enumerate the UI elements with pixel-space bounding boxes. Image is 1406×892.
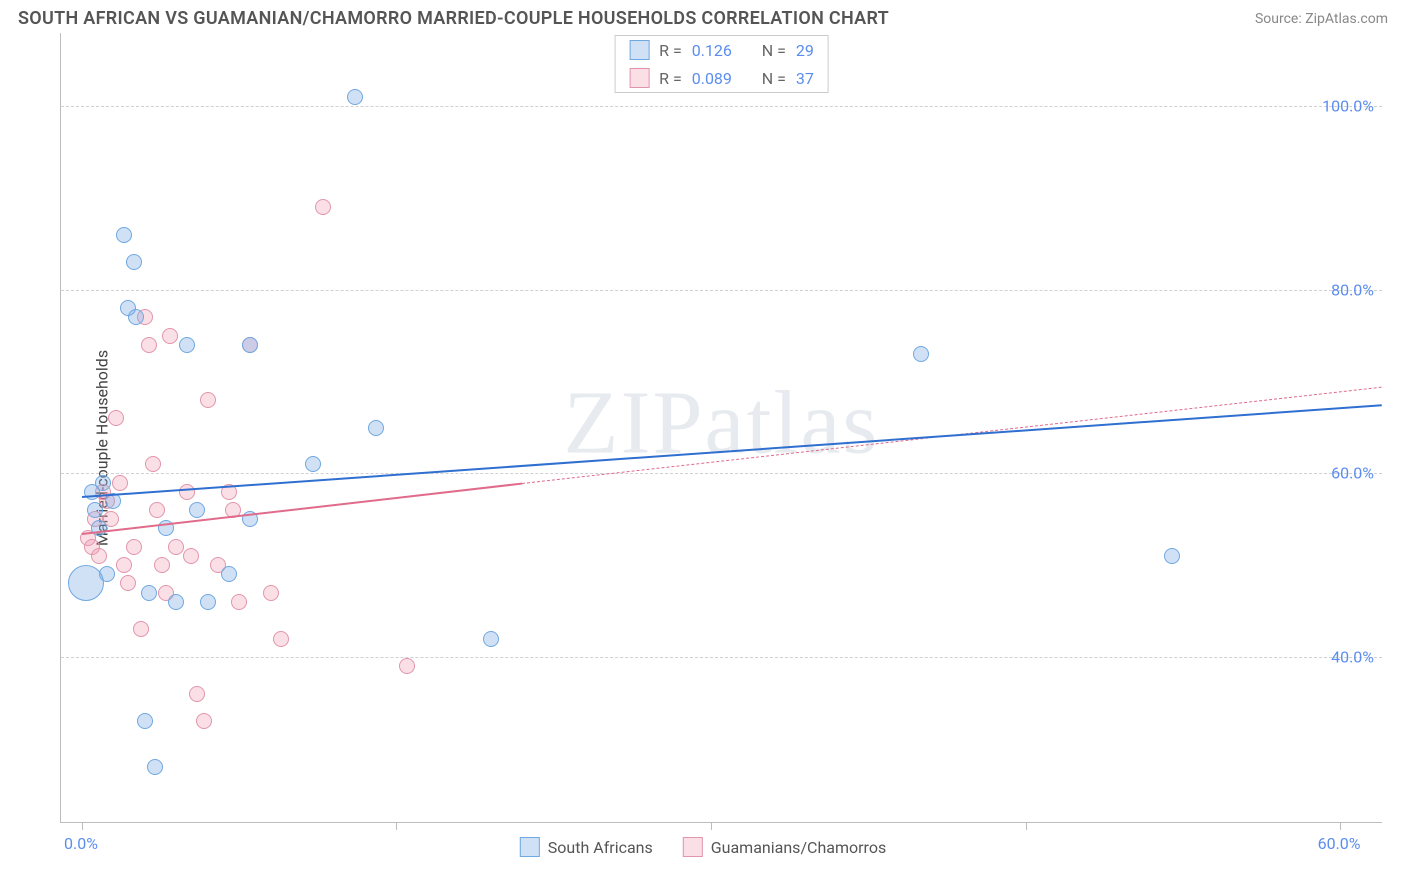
x-tick-label: 60.0% — [1318, 834, 1361, 853]
legend-item-a: South Africans — [520, 837, 653, 857]
n-label: N = — [762, 69, 786, 88]
x-tick — [396, 822, 397, 830]
data-point-b — [315, 199, 331, 215]
data-point-b — [133, 621, 149, 637]
n-value-b: 37 — [796, 69, 814, 88]
data-point-a — [87, 502, 103, 518]
source-label: Source: ZipAtlas.com — [1255, 11, 1388, 27]
data-point-a — [221, 566, 237, 582]
n-value-a: 29 — [796, 41, 814, 60]
data-point-b — [179, 484, 195, 500]
legend-series: South Africans Guamanians/Chamorros — [520, 837, 886, 857]
r-label: R = — [659, 41, 682, 60]
data-point-b — [273, 631, 289, 647]
r-value-b: 0.089 — [692, 69, 742, 88]
data-point-b — [196, 713, 212, 729]
data-point-a — [91, 520, 107, 536]
r-label: R = — [659, 69, 682, 88]
x-tick-label: 0.0% — [64, 834, 98, 853]
data-point-a — [200, 594, 216, 610]
data-point-b — [91, 548, 107, 564]
data-point-b — [183, 548, 199, 564]
data-point-b — [120, 575, 136, 591]
series-b-name: Guamanians/Chamorros — [711, 838, 886, 857]
legend-row-a: R = 0.126 N = 29 — [615, 36, 828, 64]
data-point-a — [347, 89, 363, 105]
swatch-b-icon — [683, 837, 703, 857]
data-point-b — [116, 557, 132, 573]
y-tick-label: 100.0% — [1322, 97, 1374, 116]
r-value-a: 0.126 — [692, 41, 742, 60]
gridline — [61, 290, 1382, 291]
data-point-a — [128, 309, 144, 325]
data-point-a — [137, 713, 153, 729]
data-point-a — [368, 420, 384, 436]
data-point-b — [112, 475, 128, 491]
data-point-a — [126, 254, 142, 270]
chart-title: SOUTH AFRICAN VS GUAMANIAN/CHAMORRO MARR… — [18, 8, 889, 29]
data-point-b — [145, 456, 161, 472]
data-point-a — [189, 502, 205, 518]
data-point-b — [263, 585, 279, 601]
gridline — [61, 473, 1382, 474]
data-point-b — [189, 686, 205, 702]
x-tick — [711, 822, 712, 830]
data-point-a — [483, 631, 499, 647]
x-tick — [1340, 822, 1341, 830]
swatch-b — [629, 68, 649, 88]
data-point-b — [231, 594, 247, 610]
legend-row-b: R = 0.089 N = 37 — [615, 64, 828, 92]
data-point-a — [147, 759, 163, 775]
data-point-a — [242, 337, 258, 353]
gridline — [61, 657, 1382, 658]
data-point-a — [141, 585, 157, 601]
data-point-b — [168, 539, 184, 555]
data-point-b — [154, 557, 170, 573]
trend-line — [82, 405, 1382, 499]
data-point-a — [116, 227, 132, 243]
data-point-a — [913, 346, 929, 362]
data-point-a — [99, 566, 115, 582]
y-tick-label: 40.0% — [1331, 647, 1374, 666]
data-point-b — [162, 328, 178, 344]
data-point-a — [95, 475, 111, 491]
y-tick-label: 60.0% — [1331, 464, 1374, 483]
data-point-b — [141, 337, 157, 353]
plot-area: ZIPatlas R = 0.126 N = 29 R = 0.089 N = … — [60, 33, 1382, 823]
series-a-name: South Africans — [548, 838, 653, 857]
data-point-b — [126, 539, 142, 555]
data-point-b — [108, 410, 124, 426]
legend-correlation: R = 0.126 N = 29 R = 0.089 N = 37 — [614, 35, 829, 93]
legend-item-b: Guamanians/Chamorros — [683, 837, 886, 857]
data-point-a — [1164, 548, 1180, 564]
x-tick — [1026, 822, 1027, 830]
data-point-a — [168, 594, 184, 610]
gridline — [61, 106, 1382, 107]
data-point-a — [305, 456, 321, 472]
swatch-a — [629, 40, 649, 60]
data-point-b — [399, 658, 415, 674]
n-label: N = — [762, 41, 786, 60]
x-tick — [82, 822, 83, 830]
swatch-a-icon — [520, 837, 540, 857]
data-point-b — [200, 392, 216, 408]
data-point-b — [149, 502, 165, 518]
data-point-a — [179, 337, 195, 353]
y-tick-label: 80.0% — [1331, 280, 1374, 299]
